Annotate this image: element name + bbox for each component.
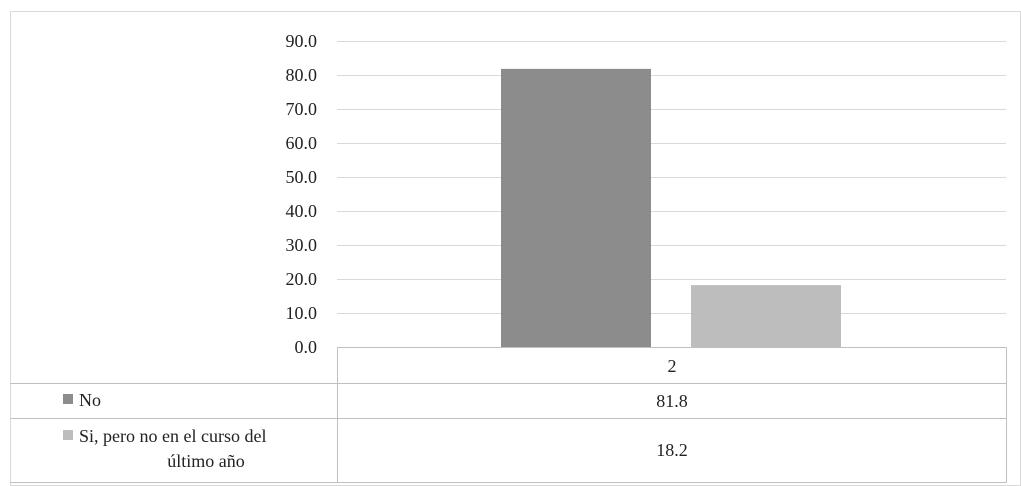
y-tick-label: 10.0 bbox=[286, 303, 318, 323]
y-tick-label: 90.0 bbox=[286, 31, 318, 51]
y-tick-label: 0.0 bbox=[295, 337, 318, 357]
bars bbox=[501, 68, 841, 347]
data-value-si-pero-no: 18.2 bbox=[656, 440, 688, 460]
y-tick-label: 50.0 bbox=[286, 167, 318, 187]
y-tick-label: 30.0 bbox=[286, 235, 318, 255]
y-axis-ticks: 0.0 10.0 20.0 30.0 40.0 50.0 60.0 70.0 80.0 90.0 bbox=[286, 31, 318, 357]
bar-si-pero-no bbox=[691, 285, 841, 347]
bar-no bbox=[501, 68, 651, 347]
legend-label-no: No bbox=[79, 390, 101, 410]
category-label: 2 bbox=[668, 356, 677, 376]
y-tick-label: 60.0 bbox=[286, 133, 318, 153]
legend-key-si-pero-no bbox=[63, 430, 73, 440]
data-value-no: 81.8 bbox=[656, 391, 688, 411]
legend-label-si-pero-no-line2: último año bbox=[167, 451, 245, 471]
y-tick-label: 20.0 bbox=[286, 269, 318, 289]
legend-key-no bbox=[63, 394, 73, 404]
legend-label-si-pero-no-line1: Si, pero no en el curso del bbox=[79, 426, 266, 446]
y-tick-label: 80.0 bbox=[286, 65, 318, 85]
data-table: 2 No 81.8 Si, pero no en el curso del último… bbox=[10, 347, 1007, 483]
y-tick-label: 70.0 bbox=[286, 99, 318, 119]
y-tick-label: 40.0 bbox=[286, 201, 318, 221]
